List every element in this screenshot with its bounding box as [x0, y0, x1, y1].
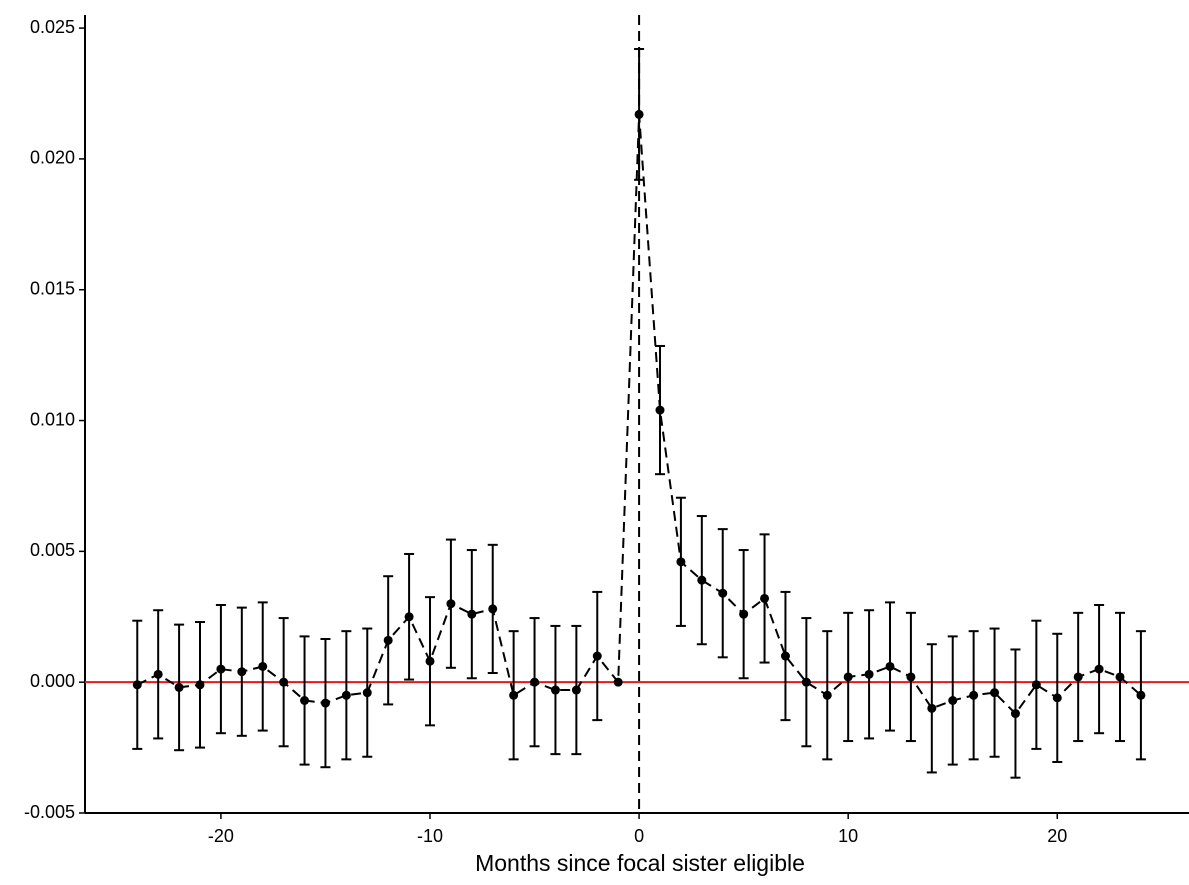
point: [216, 664, 226, 674]
point: [550, 685, 560, 695]
point: [488, 604, 498, 614]
point: [822, 690, 832, 700]
point: [948, 695, 958, 705]
point: [969, 690, 979, 700]
point: [864, 669, 874, 679]
point: [341, 690, 351, 700]
point: [1136, 690, 1146, 700]
point: [697, 575, 707, 585]
x-tick-label: 10: [838, 826, 858, 846]
x-tick-label: -10: [417, 826, 443, 846]
point: [530, 677, 540, 687]
point: [592, 651, 602, 661]
point: [571, 685, 581, 695]
x-tick-label: -20: [208, 826, 234, 846]
point: [676, 557, 686, 567]
point: [425, 656, 435, 666]
point: [446, 599, 456, 609]
point: [718, 588, 728, 598]
point: [509, 690, 519, 700]
y-tick-label: 0.025: [30, 17, 75, 37]
point: [760, 593, 770, 603]
y-tick-label: 0.015: [30, 278, 75, 298]
point: [174, 682, 184, 692]
point: [1052, 693, 1062, 703]
point: [990, 688, 1000, 698]
point: [1094, 664, 1104, 674]
point: [195, 680, 205, 690]
point: [634, 109, 644, 119]
point: [927, 703, 937, 713]
point: [1115, 672, 1125, 682]
point: [780, 651, 790, 661]
point: [739, 609, 749, 619]
point: [906, 672, 916, 682]
point: [1031, 680, 1041, 690]
point: [1073, 672, 1083, 682]
point: [362, 688, 372, 698]
y-tick-label: -0.005: [24, 802, 75, 822]
y-tick-label: 0.010: [30, 409, 75, 429]
point: [885, 661, 895, 671]
point: [153, 669, 163, 679]
y-tick-label: 0.000: [30, 671, 75, 691]
point: [132, 680, 142, 690]
point: [613, 677, 623, 687]
point: [655, 405, 665, 415]
x-axis-label: Months since focal sister eligible: [475, 850, 805, 876]
point: [843, 672, 853, 682]
point: [320, 698, 330, 708]
point: [383, 635, 393, 645]
y-tick-label: 0.020: [30, 148, 75, 168]
point: [258, 661, 268, 671]
point: [300, 695, 310, 705]
x-tick-label: 0: [634, 826, 644, 846]
y-tick-label: 0.005: [30, 540, 75, 560]
point: [237, 667, 247, 677]
point: [279, 677, 289, 687]
point: [404, 612, 414, 622]
x-tick-label: 20: [1047, 826, 1067, 846]
point: [801, 677, 811, 687]
point: [467, 609, 477, 619]
point: [1010, 709, 1020, 719]
